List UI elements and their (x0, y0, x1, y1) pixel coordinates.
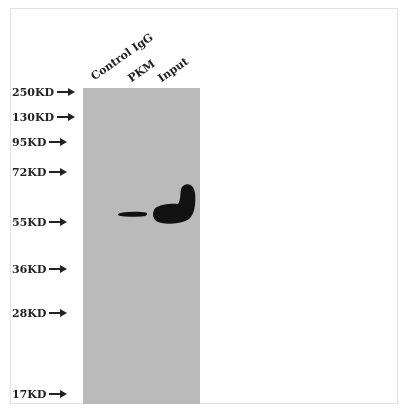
marker-label: 36KD (12, 262, 47, 276)
marker-28kd: 28KD (12, 306, 82, 320)
arrow-right-icon (49, 264, 68, 274)
marker-label: 95KD (12, 135, 47, 149)
marker-label: 17KD (12, 387, 47, 401)
arrow-right-icon (49, 308, 68, 318)
arrow-right-icon (49, 167, 68, 177)
band-pkm (117, 211, 148, 217)
arrow-right-icon (57, 87, 76, 97)
arrow-right-icon (49, 217, 68, 227)
marker-label: 130KD (12, 110, 55, 124)
arrow-right-icon (49, 389, 68, 399)
marker-72kd: 72KD (12, 165, 82, 179)
marker-17kd: 17KD (12, 387, 82, 401)
marker-130kd: 130KD (12, 110, 82, 124)
arrow-right-icon (57, 112, 76, 122)
band-input (153, 184, 196, 224)
marker-55kd: 55KD (12, 215, 82, 229)
marker-label: 72KD (12, 165, 47, 179)
figure-frame (10, 8, 398, 404)
marker-label: 28KD (12, 306, 47, 320)
blot-membrane (83, 88, 200, 404)
arrow-right-icon (49, 137, 68, 147)
marker-95kd: 95KD (12, 135, 82, 149)
marker-250kd: 250KD (12, 85, 82, 99)
marker-label: 250KD (12, 85, 55, 99)
marker-36kd: 36KD (12, 262, 82, 276)
marker-label: 55KD (12, 215, 47, 229)
blot-bands (117, 184, 196, 224)
